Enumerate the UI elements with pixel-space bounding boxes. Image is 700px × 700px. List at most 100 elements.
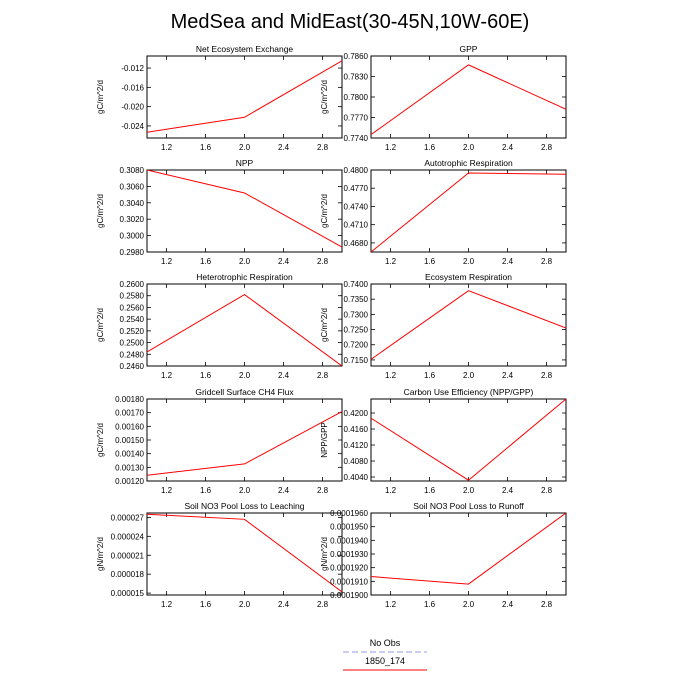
x-tick-label: 2.8 — [541, 600, 553, 609]
y-axis-label: gC/m^2/d — [320, 80, 329, 114]
panel-8: Carbon Use Efficiency (NPP/GPP) 1.2 1.6 2.0… — [320, 387, 567, 495]
y-tick-label: 0.00160 — [115, 422, 144, 431]
y-tick-label: 0.4740 — [344, 202, 369, 211]
panel-6: Ecosystem Respiration 1.2 1.6 2.0 2.4 2.8 0.71… — [320, 272, 567, 380]
y-tick-label: 0.0001940 — [330, 536, 368, 545]
panel-2: GPP 1.2 1.6 2.0 2.4 2.8 0.7740 0.7770 0.7800 0.78… — [320, 44, 567, 152]
series-line-1850_174 — [147, 293, 342, 366]
x-tick-label: 2.8 — [541, 486, 553, 495]
y-axis-label: gC/m^2/d — [96, 308, 105, 342]
y-axis-label: gN/m^2/d — [96, 537, 105, 571]
plot-frame — [146, 55, 343, 139]
y-tick-label: 0.4800 — [344, 166, 369, 175]
x-tick-label: 1.2 — [385, 600, 397, 609]
y-tick-label: 0.2500 — [120, 339, 145, 348]
y-tick-label: -0.016 — [121, 83, 144, 92]
y-axis-label: NPP/GPP — [320, 422, 329, 458]
x-tick-label: 2.0 — [463, 371, 475, 380]
y-tick-label: 0.2540 — [120, 315, 145, 324]
plot-frame — [370, 283, 567, 367]
panel-title: Carbon Use Efficiency (NPP/GPP) — [404, 387, 534, 397]
panel-5: Heterotrophic Respiration 1.2 1.6 2.0 2.4 2.8… — [96, 272, 343, 380]
panel-title: Ecosystem Respiration — [425, 272, 512, 282]
y-axis-label: gC/m^2/d — [96, 194, 105, 228]
y-tick-label: 0.4160 — [344, 425, 369, 434]
plot-frame — [146, 169, 343, 253]
x-tick-label: 2.4 — [502, 257, 514, 266]
x-tick-label: 1.6 — [200, 486, 212, 495]
x-tick-label: 2.8 — [317, 257, 329, 266]
y-tick-label: 0.4680 — [344, 239, 369, 248]
panel-title: GPP — [460, 44, 478, 54]
x-tick-label: 1.6 — [424, 257, 436, 266]
y-tick-label: 0.4200 — [344, 409, 369, 418]
y-tick-label: 0.00170 — [115, 409, 144, 418]
x-tick-label: 1.2 — [385, 257, 397, 266]
y-tick-label: 0.00150 — [115, 436, 144, 445]
x-tick-label: 1.2 — [385, 371, 397, 380]
y-tick-label: 0.7350 — [344, 295, 369, 304]
y-tick-label: 0.0001920 — [330, 564, 368, 573]
y-tick-label: 0.7800 — [344, 93, 369, 102]
x-tick-label: 2.8 — [317, 486, 329, 495]
y-tick-label: 0.2600 — [120, 280, 145, 289]
x-tick-label: 2.0 — [463, 486, 475, 495]
plot-frame — [146, 283, 343, 367]
y-tick-label: 0.2980 — [120, 248, 145, 257]
y-tick-label: 0.000018 — [111, 570, 145, 579]
y-tick-label: 0.7200 — [344, 341, 369, 350]
panel-4: Autotrophic Respiration 1.2 1.6 2.0 2.4 2.8 0.… — [320, 158, 567, 266]
series-line-1850_174 — [371, 290, 566, 360]
plot-frame — [146, 398, 343, 482]
y-tick-label: 0.00140 — [115, 450, 144, 459]
figure-title: MedSea and MidEast(30-45N,10W-60E) — [171, 11, 530, 33]
y-tick-label: -0.012 — [121, 64, 144, 73]
y-tick-label: 0.0001910 — [330, 577, 368, 586]
x-tick-label: 2.8 — [541, 371, 553, 380]
x-tick-label: 2.0 — [463, 257, 475, 266]
x-tick-label: 2.0 — [239, 600, 251, 609]
plot-frame — [370, 512, 567, 596]
y-tick-label: 0.7150 — [344, 356, 369, 365]
y-tick-label: 0.4770 — [344, 184, 369, 193]
y-tick-label: 0.2480 — [120, 350, 145, 359]
x-tick-label: 2.0 — [239, 371, 251, 380]
y-tick-label: 0.0001900 — [330, 591, 368, 600]
series-line-1850_174 — [147, 513, 342, 593]
y-tick-label: 0.7740 — [344, 134, 369, 143]
x-tick-label: 2.0 — [239, 486, 251, 495]
panel-1: Net Ecosystem Exchange 1.2 1.6 2.0 2.4 2.8 -0.… — [96, 44, 343, 152]
x-tick-label: 2.4 — [502, 143, 514, 152]
x-tick-label: 1.6 — [424, 486, 436, 495]
y-axis-label: gC/m^2/d — [96, 80, 105, 114]
y-axis-label: gC/m^2/d — [320, 194, 329, 228]
series-line-1850_174 — [147, 60, 342, 133]
y-tick-label: 0.4040 — [344, 473, 369, 482]
panel-title: Heterotrophic Respiration — [196, 272, 293, 282]
y-axis-label: gN/m^2/d — [320, 537, 329, 571]
x-tick-label: 1.2 — [161, 600, 173, 609]
y-tick-label: 0.3020 — [120, 215, 145, 224]
x-tick-label: 1.6 — [200, 371, 212, 380]
plot-frame — [370, 169, 567, 253]
y-tick-label: 0.4080 — [344, 457, 369, 466]
series-line-1850_174 — [371, 399, 566, 481]
x-tick-label: 1.6 — [200, 143, 212, 152]
y-tick-label: 0.7300 — [344, 310, 369, 319]
x-tick-label: 1.6 — [424, 600, 436, 609]
x-tick-label: 2.0 — [239, 143, 251, 152]
y-tick-label: 0.00130 — [115, 463, 144, 472]
panel-title: Gridcell Surface CH4 Flux — [195, 387, 294, 397]
y-tick-label: 0.0001930 — [330, 550, 368, 559]
y-tick-label: 0.0001950 — [330, 523, 368, 532]
y-tick-label: 0.000024 — [111, 532, 145, 541]
panel-title: Soil NO3 Pool Loss to Leaching — [184, 501, 304, 511]
y-tick-label: -0.020 — [121, 103, 144, 112]
y-tick-label: 0.3080 — [120, 166, 145, 175]
series-line-1850_174 — [371, 172, 566, 252]
y-tick-label: 0.000021 — [111, 551, 145, 560]
legend: No Obs 1850_174 — [343, 638, 427, 671]
x-tick-label: 2.4 — [502, 371, 514, 380]
legend-label: 1850_174 — [365, 656, 405, 666]
x-tick-label: 2.8 — [541, 257, 553, 266]
